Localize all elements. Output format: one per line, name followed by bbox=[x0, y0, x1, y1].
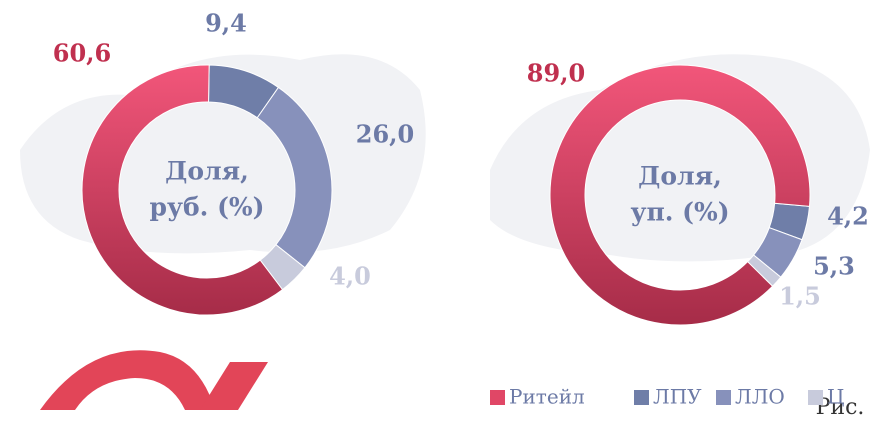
center-label: Доля, bbox=[638, 162, 722, 191]
data-label: 60,6 bbox=[53, 39, 111, 68]
data-label: 4,2 bbox=[827, 202, 869, 231]
legend-label: Ритейл bbox=[509, 385, 585, 409]
data-label: 4,0 bbox=[329, 262, 371, 291]
data-label: 89,0 bbox=[527, 59, 585, 88]
legend-swatch bbox=[808, 390, 823, 405]
legend-swatch bbox=[634, 390, 649, 405]
data-label: 26,0 bbox=[356, 120, 414, 149]
data-label: 5,3 bbox=[813, 252, 855, 281]
donut-segment bbox=[81, 64, 284, 316]
data-label: 1,5 bbox=[779, 282, 821, 311]
legend-label: ЛЛО bbox=[735, 385, 785, 409]
logo bbox=[40, 350, 215, 410]
legend-swatch bbox=[490, 390, 505, 405]
center-label: Доля, bbox=[165, 157, 249, 186]
legend-label: Ц bbox=[827, 385, 844, 409]
legend-swatch bbox=[716, 390, 731, 405]
logo bbox=[200, 362, 268, 410]
donut-segment bbox=[549, 64, 811, 326]
data-label: 9,4 bbox=[205, 9, 247, 38]
legend-label: ЛПУ bbox=[653, 385, 702, 409]
center-label: уп. (%) bbox=[630, 198, 729, 227]
caption: Рис. bbox=[816, 395, 865, 420]
center-label: руб. (%) bbox=[150, 193, 265, 222]
